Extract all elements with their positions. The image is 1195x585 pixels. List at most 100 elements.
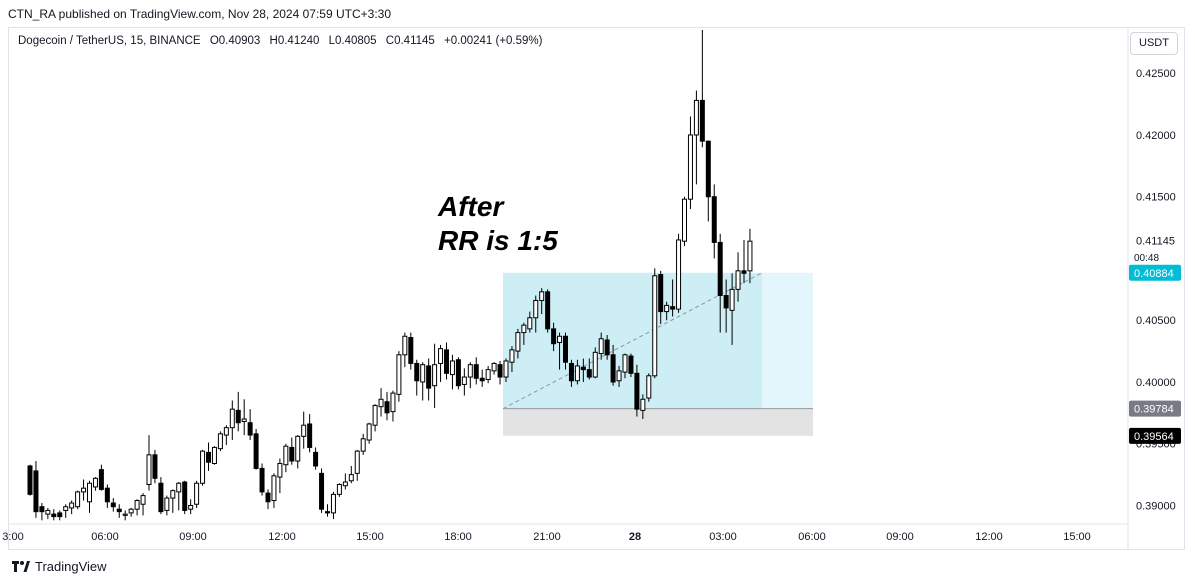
candle-body-up — [69, 502, 75, 509]
candle — [628, 353, 634, 378]
candle — [444, 342, 449, 380]
candle-body-up — [336, 483, 342, 495]
candle — [354, 449, 360, 481]
time-tick-label: 3:00 — [2, 531, 23, 543]
candle — [747, 228, 753, 284]
candle — [408, 332, 414, 370]
candle — [735, 252, 741, 302]
ohlc-close: C0.41145 — [385, 35, 435, 47]
candle-body-down — [568, 362, 574, 382]
candle-body-down — [711, 196, 717, 243]
candle — [289, 437, 295, 465]
candle-body-down — [479, 377, 485, 382]
candle-body-down — [563, 335, 568, 363]
price-axis-bg — [1128, 28, 1184, 549]
time-tick-label: 12:00 — [975, 531, 1003, 543]
time-tick-label: 09:00 — [886, 531, 914, 543]
candle-body-up — [592, 351, 598, 378]
candle-body-up — [241, 418, 247, 422]
candle — [729, 273, 735, 345]
price-tick-label: 0.40000 — [1136, 377, 1176, 389]
candle — [116, 504, 122, 518]
candle-body-down — [98, 469, 104, 490]
candle-body-down — [313, 451, 319, 467]
candle — [414, 359, 420, 396]
candle — [515, 328, 521, 359]
candle — [533, 295, 539, 333]
candle — [277, 458, 283, 494]
candle-body-down — [426, 365, 432, 389]
candle-body-down — [51, 513, 57, 518]
candle — [622, 353, 628, 379]
candle-body-down — [497, 364, 503, 378]
candle-body-down — [444, 349, 449, 374]
candle-body-down — [206, 451, 211, 463]
candle-body-up — [283, 445, 289, 466]
candle — [128, 507, 134, 517]
candle-body-down — [39, 506, 45, 513]
candle-body-down — [110, 502, 116, 508]
symbol-name[interactable]: Dogecoin / TetherUS, 15, BINANCE — [18, 35, 201, 47]
candle-body-down — [604, 339, 610, 356]
chart-annotation[interactable]: After RR is 1:5 — [438, 190, 558, 258]
ohlc-low: L0.40805 — [328, 35, 377, 47]
candle-body-down — [265, 492, 271, 503]
profit-zone-pending — [762, 272, 813, 409]
candle-body-up — [81, 487, 87, 493]
currency-button[interactable]: USDT — [1130, 32, 1178, 55]
candle-body-up — [402, 335, 408, 356]
price-label-bg — [1129, 427, 1181, 444]
candle — [319, 468, 325, 513]
candle-body-down — [152, 454, 158, 479]
candle-body-up — [747, 240, 753, 272]
ohlc-open: O0.40903 — [209, 35, 261, 47]
candle — [182, 480, 188, 515]
candle — [348, 465, 354, 484]
brand-footer[interactable]: TradingView — [12, 559, 107, 574]
candle-body-up — [646, 375, 652, 399]
candle — [39, 503, 45, 521]
candle-body-up — [146, 454, 152, 485]
candle-body-down — [182, 481, 188, 511]
candle — [63, 504, 69, 518]
candle-body-down — [586, 369, 592, 378]
candle — [45, 507, 51, 520]
candle-body-up — [598, 338, 604, 355]
ohlc-high: H0.41240 — [269, 35, 320, 47]
time-tick-label: 18:00 — [444, 531, 472, 543]
candle — [378, 388, 384, 417]
candle-body-up — [622, 354, 628, 373]
candle — [461, 368, 467, 396]
candle-body-up — [342, 481, 348, 487]
candle — [188, 499, 194, 515]
candle — [420, 362, 426, 401]
candle — [723, 279, 729, 333]
candle-body-up — [687, 134, 693, 200]
candle-body-up — [122, 513, 128, 516]
candle — [473, 357, 479, 385]
candle — [206, 442, 211, 471]
candle — [711, 184, 717, 259]
candle-body-down — [717, 241, 723, 297]
candle — [658, 270, 664, 324]
candle-body-down — [235, 409, 241, 424]
candle — [485, 365, 491, 384]
ohlc-change: +0.00241 (+0.59%) — [444, 35, 543, 47]
candle-body-up — [438, 348, 444, 364]
candle — [455, 357, 461, 390]
candle — [640, 394, 646, 420]
candle — [699, 30, 705, 148]
candle-body-up — [277, 462, 283, 478]
candle — [330, 491, 336, 520]
price-label: 0.39784 — [1129, 400, 1181, 417]
axes: 0.42500 0.42000 0.41500 0.41145 0.40500 0.400… — [2, 28, 1184, 549]
candle-body-up — [449, 360, 455, 376]
candle-body-up — [188, 504, 194, 510]
candle — [69, 500, 75, 515]
candle-body-up — [354, 450, 360, 474]
candle-body-up — [217, 433, 223, 450]
candle — [164, 495, 170, 516]
candle — [140, 493, 146, 516]
candle — [366, 422, 372, 444]
